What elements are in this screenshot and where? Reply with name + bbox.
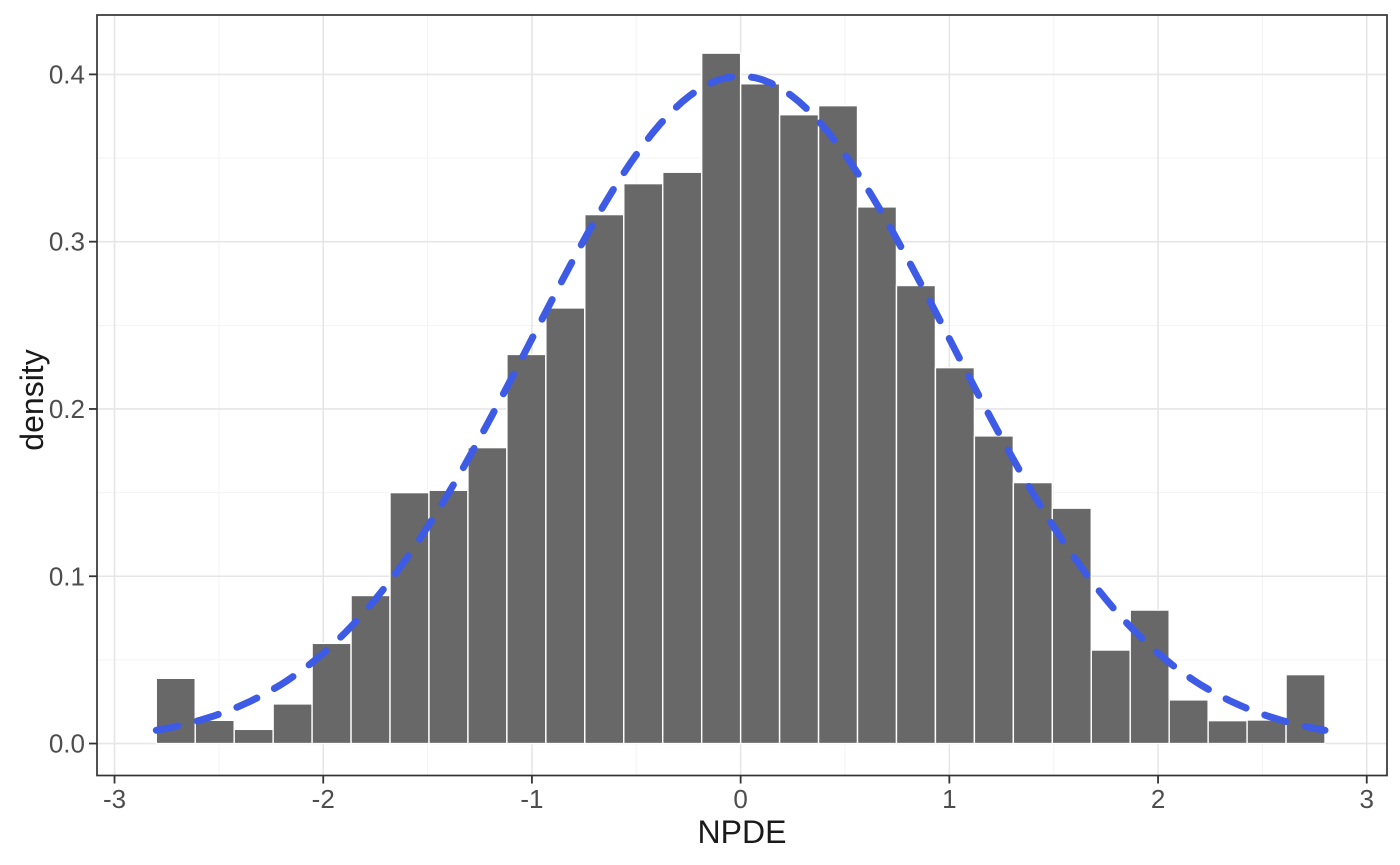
histogram-bar xyxy=(700,52,742,745)
histogram-bar xyxy=(194,719,235,745)
histogram-bar xyxy=(428,489,469,745)
histogram-bar xyxy=(1051,507,1092,745)
histogram-bar xyxy=(623,182,664,745)
histogram-bar xyxy=(1012,481,1054,745)
y-axis-title: density xyxy=(14,349,50,450)
y-tick-label: 0.0 xyxy=(49,729,85,759)
histogram-bar xyxy=(662,171,703,745)
y-tick-label: 0.2 xyxy=(49,394,85,424)
histogram-bar xyxy=(1090,649,1131,745)
histogram-bar xyxy=(155,677,196,745)
x-axis-tick-labels: -3 -2 -1 0 1 2 3 xyxy=(103,784,1374,814)
y-axis-tick-labels: 0.0 0.1 0.2 0.3 0.4 xyxy=(49,59,85,758)
histogram-bar xyxy=(895,284,937,745)
x-tick-label: 3 xyxy=(1360,784,1374,814)
x-tick-label: 1 xyxy=(942,784,956,814)
y-tick-label: 0.4 xyxy=(49,59,85,89)
histogram-bar xyxy=(545,307,586,745)
histogram-bar xyxy=(1207,719,1248,745)
x-tick-label: -1 xyxy=(520,784,543,814)
histogram-bar xyxy=(350,594,391,745)
x-tick-label: -3 xyxy=(103,784,126,814)
histogram-bar xyxy=(934,366,976,745)
histogram-bar xyxy=(856,206,898,745)
histogram-bar xyxy=(973,435,1015,745)
histogram-bar xyxy=(1168,699,1209,745)
axis-tick-marks xyxy=(89,73,1368,784)
histogram-bar xyxy=(233,728,274,745)
x-tick-label: 2 xyxy=(1151,784,1165,814)
x-tick-label: 0 xyxy=(733,784,747,814)
y-tick-label: 0.3 xyxy=(49,227,85,257)
histogram-bars xyxy=(155,52,1326,745)
histogram-bar xyxy=(739,83,781,745)
histogram-bar xyxy=(272,703,313,745)
histogram-bar xyxy=(817,104,859,745)
x-axis-title: NPDE xyxy=(698,814,787,850)
histogram-bar xyxy=(778,114,820,745)
normal-density-curve xyxy=(152,72,1329,734)
histogram-bar xyxy=(467,446,508,745)
histogram-bar xyxy=(1285,673,1326,745)
histogram-bar xyxy=(506,353,547,745)
x-tick-label: -2 xyxy=(312,784,335,814)
y-tick-label: 0.1 xyxy=(49,561,85,591)
panel-border xyxy=(96,14,1388,777)
histogram-bar xyxy=(584,213,625,745)
histogram-bar xyxy=(311,642,352,745)
